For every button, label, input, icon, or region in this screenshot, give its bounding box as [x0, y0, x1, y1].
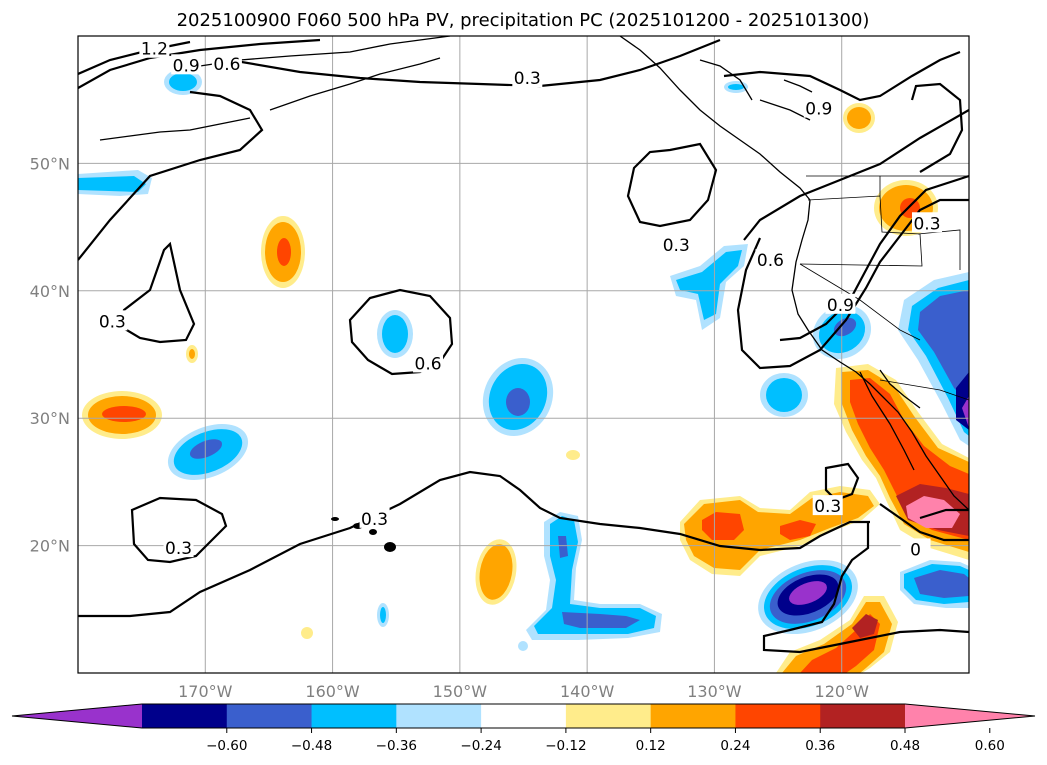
precip-patch [261, 216, 305, 288]
colorbar-extend-low [12, 704, 142, 728]
colorbar-segment [311, 704, 397, 728]
colorbar-segment [396, 704, 482, 728]
precip-spot [566, 450, 580, 460]
contour-label: 0.9 [827, 296, 854, 316]
contour-label: 1.2 [141, 40, 168, 60]
colorbar-segment [226, 704, 313, 728]
precip-patch [670, 244, 748, 330]
contour-label-bg [139, 37, 170, 58]
lat-tick-label: 40°N [30, 282, 70, 301]
map-frame [77, 35, 970, 674]
colorbar-tick-label: −0.24 [460, 738, 501, 754]
lon-tick-label: 150°W [433, 682, 488, 701]
colorbar-tick-label: −0.48 [291, 738, 332, 754]
colorbar-segment [820, 704, 906, 728]
contour-label: 0.3 [814, 497, 841, 517]
lon-tick-label: 160°W [305, 682, 360, 701]
lon-tick-label: 170°W [178, 682, 233, 701]
contour-label: 0.9 [805, 100, 832, 120]
contour-label: 0.3 [361, 510, 388, 530]
colorbar-extend-high [905, 704, 1035, 728]
colorbar-tick-label: −0.12 [545, 738, 586, 754]
precip-patch [377, 310, 413, 358]
colorbar: −0.60 −0.48 −0.36 −0.24 −0.12 0.12 0.24 0.36 0.4… [11, 703, 1036, 754]
precip-patch [776, 596, 898, 673]
contour-label-bg [825, 293, 856, 314]
contour-label-bg [163, 537, 194, 558]
contour-label-bg [512, 67, 543, 88]
contour-label: 0.3 [663, 236, 690, 256]
contour-label-bg [803, 97, 834, 118]
colorbar-segment [481, 704, 567, 728]
colorbar-tick-label: −0.36 [376, 738, 417, 754]
colorbar-segment [142, 704, 228, 728]
precip-patch [900, 560, 969, 608]
contour-label-bg [171, 54, 202, 75]
colorbar-tick-label: 0.36 [805, 738, 835, 754]
colorbar-tick-label: 0.60 [975, 738, 1005, 754]
precip-patch [758, 559, 858, 635]
contour-label-bg [911, 212, 942, 233]
contour-label-bg [211, 53, 242, 74]
chart-title: 2025100900 F060 500 hPa PV, precipitatio… [177, 10, 870, 31]
precip-patch [167, 423, 249, 481]
contour-label: 0.6 [757, 251, 784, 271]
gridlines [78, 36, 969, 673]
contour-label: 0.6 [415, 354, 442, 374]
colorbar-tick-label: 0.12 [636, 738, 666, 754]
contour-label: 0.3 [514, 69, 541, 89]
longitude-labels: 170°W 160°W 150°W 140°W 130°W 120°W [178, 682, 869, 701]
latitude-labels: 20°N 30°N 40°N 50°N [30, 154, 70, 555]
precip-patch [760, 373, 808, 417]
lon-tick-label: 140°W [560, 682, 615, 701]
contour-labels: 1.20.9 0.60.30.90.30.60.90.30.30.60.30.30… [97, 37, 942, 560]
contour-label: 0.3 [913, 214, 940, 234]
contour-label-bg [812, 495, 843, 516]
lon-tick-label: 130°W [687, 682, 742, 701]
colorbar-outline [11, 703, 1036, 729]
colorbar-tick-label: −0.60 [206, 738, 247, 754]
contour-label: 0.3 [99, 312, 126, 332]
colorbar-segment [565, 704, 652, 728]
precip-patch [164, 69, 202, 95]
contour-label-bg [359, 507, 390, 528]
precip-patch [898, 272, 969, 446]
precip-patch [82, 391, 162, 439]
contour-label: 0.6 [213, 55, 240, 75]
precip-patch [78, 170, 152, 196]
precip-spot [301, 627, 313, 639]
colorbar-tick-label: 0.48 [890, 738, 920, 754]
contour-label-bg [413, 352, 444, 373]
lat-tick-label: 30°N [30, 409, 70, 428]
colorbar-tick-label: 0.24 [720, 738, 750, 754]
contour-label-bg [900, 538, 931, 559]
lat-tick-label: 50°N [30, 154, 70, 173]
precip-spot [189, 349, 195, 359]
contour-label-bg [97, 310, 128, 331]
precip-spot [518, 641, 528, 651]
contour-label-bg [755, 249, 786, 270]
precip-patch [843, 103, 875, 133]
pv-contours [78, 38, 969, 654]
lat-tick-label: 20°N [30, 537, 70, 556]
precip-patch [482, 358, 554, 436]
contour-label-bg [661, 233, 692, 254]
colorbar-segment [735, 704, 821, 728]
colorbar-segment [650, 704, 736, 728]
contour-label: 0.9 [173, 56, 200, 76]
precip-patch [475, 539, 517, 605]
contour-label: 0.3 [165, 539, 192, 559]
borders [799, 175, 969, 401]
lon-tick-label: 120°W [815, 682, 870, 701]
precip-spot [380, 607, 386, 623]
contour-label: 0 [910, 540, 921, 560]
